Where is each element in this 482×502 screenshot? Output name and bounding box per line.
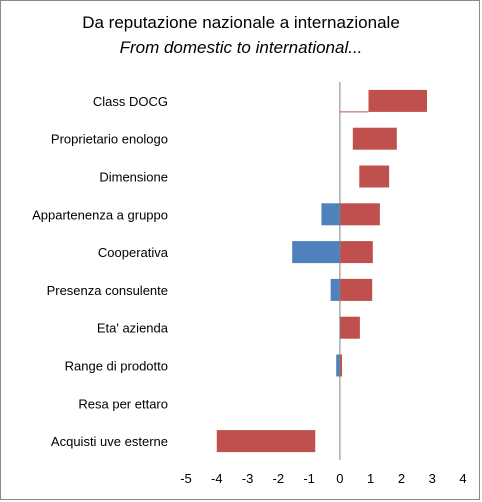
x-tick-label: -5 bbox=[180, 471, 192, 486]
x-tick-label: -2 bbox=[273, 471, 285, 486]
category-label: Presenza consulente bbox=[47, 283, 168, 298]
bar-12 bbox=[216, 430, 316, 453]
bar-9 bbox=[339, 316, 360, 339]
x-tick-label: 2 bbox=[398, 471, 405, 486]
category-label: Eta' azienda bbox=[97, 321, 169, 336]
category-label: Proprietario enologo bbox=[51, 132, 168, 147]
bar-1 bbox=[352, 127, 397, 150]
chart-subtitle: From domestic to international... bbox=[119, 38, 363, 57]
bar-5 bbox=[292, 241, 340, 264]
category-label: Resa per ettaro bbox=[78, 396, 168, 411]
bar-11 bbox=[339, 354, 343, 377]
bar-4 bbox=[339, 203, 380, 226]
bar-2 bbox=[359, 165, 390, 188]
category-label: Class DOCG bbox=[93, 94, 168, 109]
category-label: Dimensione bbox=[99, 170, 168, 185]
bar-8 bbox=[339, 278, 373, 301]
chart-title: Da reputazione nazionale a internazional… bbox=[82, 13, 400, 32]
x-tick-label: -3 bbox=[242, 471, 254, 486]
category-label: Acquisti uve esterne bbox=[51, 434, 168, 449]
x-tick-label: 3 bbox=[429, 471, 436, 486]
bar-10 bbox=[336, 354, 340, 377]
category-label: Range di prodotto bbox=[65, 359, 168, 374]
x-tick-label: -4 bbox=[211, 471, 223, 486]
bar-0 bbox=[368, 89, 427, 112]
x-tick-label: 0 bbox=[336, 471, 343, 486]
bar-7 bbox=[330, 278, 340, 301]
x-tick-label: 4 bbox=[459, 471, 466, 486]
x-tick-label: -1 bbox=[303, 471, 315, 486]
category-label: Appartenenza a gruppo bbox=[32, 207, 168, 222]
category-label: Cooperativa bbox=[98, 245, 169, 260]
bar-6 bbox=[339, 241, 373, 264]
bar-3 bbox=[321, 203, 340, 226]
x-tick-label: 1 bbox=[367, 471, 374, 486]
